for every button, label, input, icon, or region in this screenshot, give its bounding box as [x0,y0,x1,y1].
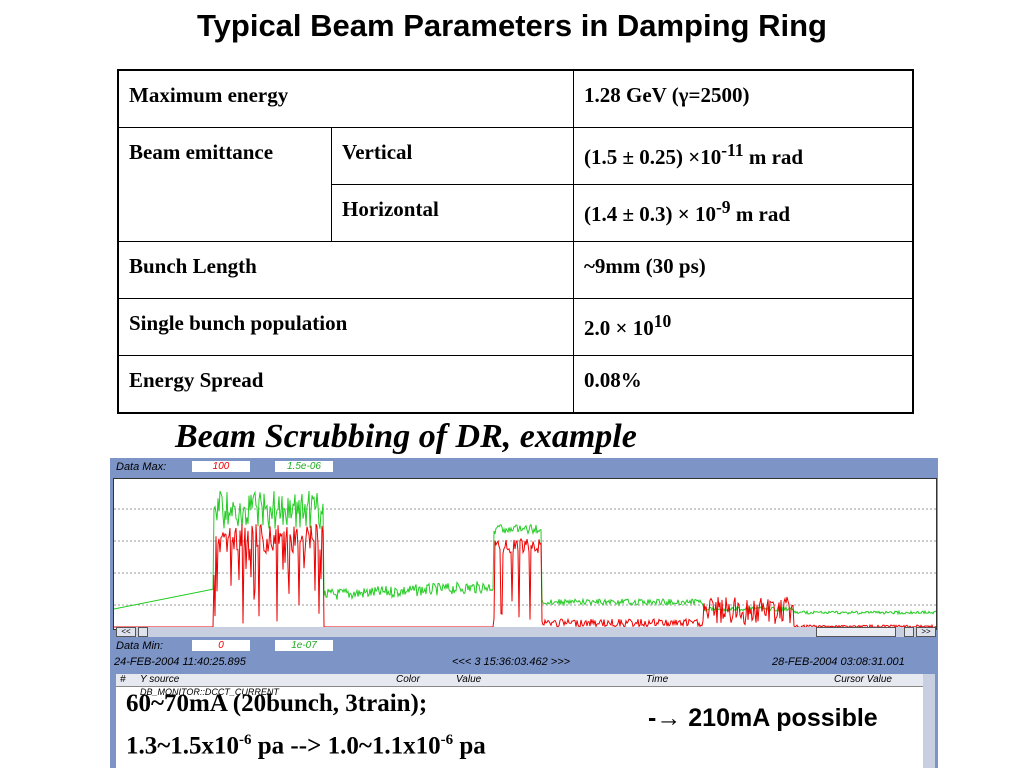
pressure-before-exp: -6 [239,732,252,748]
possible-note: -→ 210mA possible [648,704,878,733]
energy-spread-label: Energy Spread [117,355,574,414]
vertical-scrollbar[interactable] [923,674,935,768]
scrubbing-note: 60~70mA (20bunch, 3train); 1.3~1.5x10-6 … [126,686,486,764]
single-bunch-exponent: 10 [653,311,672,331]
horizontal-unit: m rad [730,202,791,226]
col-cursor-value: Cursor Value [834,674,892,685]
scrubbing-subtitle: Beam Scrubbing of DR, example [175,418,637,455]
max-energy-label: Maximum energy [117,69,574,128]
col-color: Color [396,674,420,685]
pressure-trace [113,490,937,616]
horizontal-exponent: -9 [715,197,731,217]
vertical-unit: m rad [743,145,804,169]
data-max-field-1[interactable]: 100 [192,461,250,472]
bunch-length-value: ~9mm (30 ps) [573,241,914,299]
horizontal-label: Horizontal [331,184,574,242]
pressure-mid: pa --> 1.0~1.1x10 [251,732,441,760]
horizontal-value: (1.4 ± 0.3) × 10-9 m rad [573,184,914,242]
horizontal-value-base: (1.4 ± 0.3) × 10 [584,202,716,226]
trend-plot [113,478,937,630]
vertical-value: (1.5 ± 0.25) ×10-11 m rad [573,127,914,185]
scroll-right-button[interactable]: >> [916,627,936,637]
scrubbing-note-line2: 1.3~1.5x10-6 pa --> 1.0~1.1x10-6 pa [126,722,486,764]
scroll-left-button[interactable]: << [116,627,136,637]
table-row: Single bunch population 2.0 × 1010 [117,298,914,356]
single-bunch-label: Single bunch population [117,298,574,356]
data-min-field-2[interactable]: 1e-07 [275,640,333,651]
scroll-step-right[interactable] [904,627,914,637]
row-number-col: # [120,674,126,685]
single-bunch-value: 2.0 × 1010 [573,298,914,356]
beam-current-trace [114,523,937,630]
source-row-label[interactable]: DB_MONITOR::DCCT_CURRENT [140,687,279,697]
data-min-label: Data Min: [116,640,164,652]
table-row: Energy Spread 0.08% [117,355,914,414]
page-title: Typical Beam Parameters in Damping Ring [197,8,827,43]
table-row: Horizontal (1.4 ± 0.3) × 10-9 m rad [118,184,914,242]
horizontal-scrollbar[interactable]: << >> [116,627,936,637]
data-min-field-1[interactable]: 0 [192,640,250,651]
monitor-screenshot: Data Max: 100 1.5e-06 << >> Data Min: 0 … [110,458,938,768]
possible-text: 210mA possible [681,704,878,732]
possible-prefix: - [648,704,657,732]
bunch-length-label: Bunch Length [117,241,574,299]
emittance-label: Beam emittance [117,127,332,242]
scroll-thumb[interactable] [816,627,896,637]
single-bunch-base: 2.0 × 10 [584,316,654,340]
time-cursor[interactable]: <<< 3 15:36:03.462 >>> [452,656,571,668]
time-end: 28-FEB-2004 03:08:31.001 [772,656,905,668]
trend-plot-svg [113,490,937,630]
beam-parameters-table: Maximum energy 1.28 GeV (γ=2500) Beam em… [117,69,914,414]
scroll-step-left[interactable] [138,627,148,637]
data-max-field-2[interactable]: 1.5e-06 [275,461,333,472]
right-arrow-icon: → [656,704,682,732]
pressure-before: 1.3~1.5x10 [126,732,240,760]
table-row: Bunch Length ~9mm (30 ps) [117,241,914,299]
max-energy-value: 1.28 GeV (γ=2500) [573,69,914,128]
vertical-exponent: -11 [721,140,744,160]
vertical-value-base: (1.5 ± 0.25) ×10 [584,145,722,169]
table-row: Maximum energy 1.28 GeV (γ=2500) [117,69,914,128]
col-time: Time [646,674,669,685]
col-value: Value [456,674,482,685]
source-list-header: # Y source Color Value Time Cursor Value [116,674,924,687]
energy-spread-value: 0.08% [573,355,914,414]
source-list: # Y source Color Value Time Cursor Value… [116,674,924,768]
data-max-label: Data Max: [116,461,167,473]
col-y-source: Y source [140,674,180,685]
vertical-label: Vertical [331,127,574,185]
table-row: Beam emittance Vertical (1.5 ± 0.25) ×10… [117,127,914,242]
pressure-unit: pa [453,732,486,760]
time-start: 24-FEB-2004 11:40:25.895 [114,656,246,668]
pressure-after-exp: -6 [440,732,454,748]
scrubbing-note-line1: 60~70mA (20bunch, 3train); [126,690,428,717]
